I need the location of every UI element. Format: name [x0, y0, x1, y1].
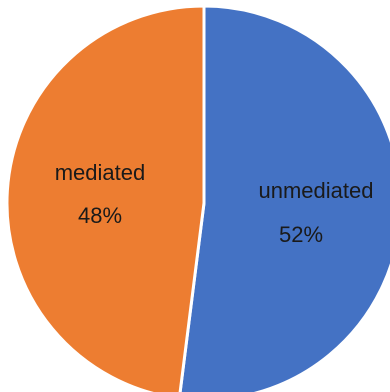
pie-slice-unmediated [178, 4, 390, 392]
pie-slices [5, 4, 390, 392]
pie-slice-mediated [5, 4, 206, 392]
slice-label-mediated-percent: 48% [78, 203, 122, 228]
slice-label-unmediated-name: unmediated [259, 178, 374, 203]
slice-label-mediated-name: mediated [55, 160, 146, 185]
slice-label-unmediated-percent: 52% [279, 222, 323, 247]
